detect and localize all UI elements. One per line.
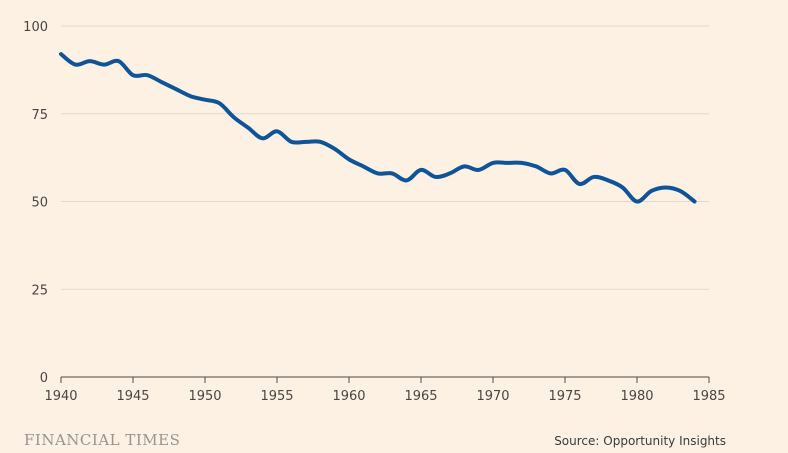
x-tick-label: 1950 (188, 389, 221, 404)
y-tick-label: 0 (40, 371, 48, 386)
x-tick-label: 1980 (620, 389, 653, 404)
brand-logo-text: FINANCIAL TIMES (24, 431, 181, 449)
y-tick-label: 50 (31, 196, 48, 211)
x-axis (60, 376, 710, 383)
x-tick-label: 1975 (548, 389, 581, 404)
gridlines (61, 25, 709, 290)
x-tick-label: 1955 (260, 389, 293, 404)
x-tick-label: 1970 (476, 389, 509, 404)
x-tick-label: 1985 (692, 389, 725, 404)
y-tick-label: 75 (31, 108, 48, 123)
series-group (59, 52, 697, 204)
y-tick-label: 100 (23, 20, 48, 35)
series-line-0 (59, 52, 697, 204)
x-axis-labels: 1940 1945 1950 1955 1960 1965 1970 1975 1980 1985 (44, 389, 725, 404)
y-tick-label: 25 (31, 283, 48, 298)
y-axis-labels: 0 25 50 75 100 (23, 20, 48, 386)
x-tick-label: 1940 (44, 389, 77, 404)
source-note: Source: Opportunity Insights (554, 434, 726, 448)
x-tick-label: 1965 (404, 389, 437, 404)
x-tick-label: 1945 (116, 389, 149, 404)
x-tick-label: 1960 (332, 389, 365, 404)
